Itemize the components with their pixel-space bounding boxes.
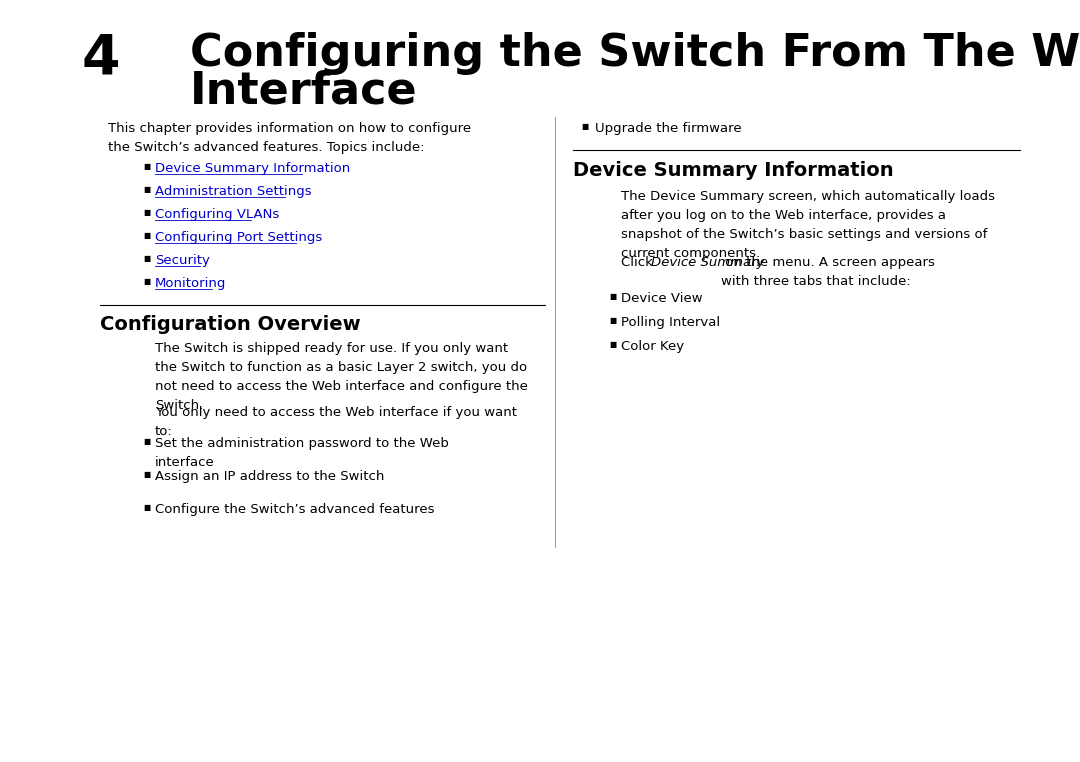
Text: ■: ■ [609,316,617,325]
Text: Polling Interval: Polling Interval [621,316,720,329]
Text: ■: ■ [609,340,617,349]
Text: The Device Summary screen, which automatically loads
after you log on to the Web: The Device Summary screen, which automat… [621,190,995,260]
Text: ■: ■ [143,277,150,286]
Text: Assign an IP address to the Switch: Assign an IP address to the Switch [156,470,384,483]
Text: Configuring the Switch From The Web: Configuring the Switch From The Web [190,32,1080,75]
Text: The Switch is shipped ready for use. If you only want
the Switch to function as : The Switch is shipped ready for use. If … [156,342,528,412]
Text: Set the administration password to the Web
interface: Set the administration password to the W… [156,437,449,469]
Text: Interface: Interface [190,70,418,113]
Text: Security: Security [156,254,210,267]
Text: ■: ■ [143,437,150,446]
Text: ■: ■ [143,503,150,512]
Text: This chapter provides information on how to configure
the Switch’s advanced feat: This chapter provides information on how… [108,122,471,153]
Text: Device Summary: Device Summary [651,256,765,269]
Text: Color Key: Color Key [621,340,684,353]
Text: Click: Click [621,256,657,269]
Text: ■: ■ [143,254,150,263]
Text: 4: 4 [82,32,121,86]
Text: Configuration Overview: Configuration Overview [100,315,361,334]
Text: ■: ■ [581,122,589,131]
Text: Configuring Port Settings: Configuring Port Settings [156,231,322,244]
Text: Monitoring: Monitoring [156,277,227,290]
Text: ■: ■ [143,162,150,171]
Text: Upgrade the firmware: Upgrade the firmware [595,122,742,135]
Text: ■: ■ [143,231,150,240]
Text: Device View: Device View [621,292,703,305]
Text: on the menu. A screen appears
with three tabs that include:: on the menu. A screen appears with three… [720,256,934,288]
Text: ■: ■ [609,292,617,301]
Text: Configuring VLANs: Configuring VLANs [156,208,280,221]
Text: You only need to access the Web interface if you want
to:: You only need to access the Web interfac… [156,406,517,438]
Text: ■: ■ [143,208,150,217]
Text: Device Summary Information: Device Summary Information [156,162,350,175]
Text: Administration Settings: Administration Settings [156,185,312,198]
Text: Device Summary Information: Device Summary Information [573,161,893,180]
Text: Configure the Switch’s advanced features: Configure the Switch’s advanced features [156,503,434,516]
Text: ■: ■ [143,185,150,194]
Text: ■: ■ [143,470,150,479]
